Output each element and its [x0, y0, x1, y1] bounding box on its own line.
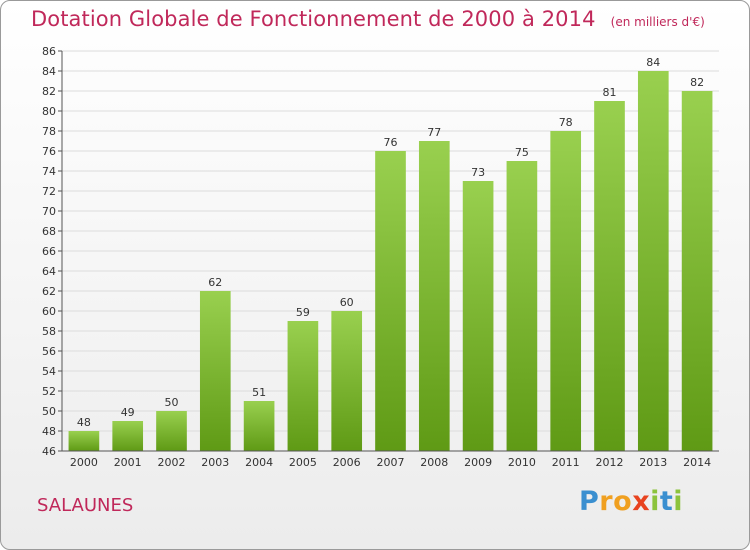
- x-tick-label: 2006: [333, 456, 361, 469]
- bar: [462, 181, 494, 451]
- y-tick-label: 80: [42, 105, 56, 118]
- bar-value-label: 76: [384, 136, 398, 149]
- x-tick-label: 2005: [289, 456, 317, 469]
- y-tick-label: 50: [42, 405, 56, 418]
- y-tick-label: 68: [42, 225, 56, 238]
- y-tick-label: 46: [42, 445, 56, 458]
- x-tick-label: 2014: [683, 456, 711, 469]
- chart-title: Dotation Globale de Fonctionnement de 20…: [31, 7, 596, 31]
- bar-value-label: 49: [121, 406, 135, 419]
- y-tick-label: 64: [42, 265, 56, 278]
- bar-value-label: 84: [646, 56, 660, 69]
- bar: [637, 71, 669, 451]
- x-tick-label: 2008: [420, 456, 448, 469]
- bar-value-label: 78: [559, 116, 573, 129]
- logo-letter: x: [632, 486, 651, 517]
- y-tick-label: 60: [42, 305, 56, 318]
- x-tick-label: 2009: [464, 456, 492, 469]
- y-axis: 46 48 50 52 54 56 58 60 62 64 66 68 70 72 74 76 78 80 82 84…: [42, 45, 63, 458]
- y-tick-label: 62: [42, 285, 56, 298]
- bar-value-label: 81: [603, 86, 617, 99]
- x-axis: 2000 2001 2002 2003 2004 2005 2006 2007 2008 2009…: [62, 450, 719, 469]
- y-tick-label: 78: [42, 125, 56, 138]
- bar-value-label: 77: [427, 126, 441, 139]
- bar-value-label: 59: [296, 306, 310, 319]
- bar: [243, 401, 275, 451]
- y-tick-label: 76: [42, 145, 56, 158]
- bar: [594, 101, 625, 451]
- y-tick-label: 52: [42, 385, 56, 398]
- y-tick-label: 84: [42, 65, 56, 78]
- bar-value-label: 50: [165, 396, 179, 409]
- bar: [506, 161, 538, 451]
- proxiti-logo: Proxiti: [579, 486, 683, 517]
- bar-value-label: 82: [690, 76, 704, 89]
- y-tick-label: 58: [42, 325, 56, 338]
- logo-letter: r: [599, 486, 614, 517]
- x-tick-label: 2002: [158, 456, 186, 469]
- y-tick-label: 66: [42, 245, 56, 258]
- commune-name: SALAUNES: [37, 495, 134, 516]
- x-tick-label: 2003: [201, 456, 229, 469]
- bar-value-label: 62: [208, 276, 222, 289]
- bar: [681, 91, 713, 451]
- bar: [199, 291, 231, 451]
- bar: [287, 321, 319, 451]
- y-tick-label: 54: [42, 365, 56, 378]
- bar-value-label: 73: [471, 166, 485, 179]
- bar: [418, 141, 450, 451]
- bar: [550, 131, 582, 451]
- x-tick-label: 2010: [508, 456, 536, 469]
- x-tick-label: 2000: [70, 456, 98, 469]
- bar-value-label: 51: [252, 386, 266, 399]
- y-tick-label: 74: [42, 165, 56, 178]
- x-tick-label: 2007: [377, 456, 405, 469]
- x-tick-label: 2013: [639, 456, 667, 469]
- x-tick-label: 2011: [552, 456, 580, 469]
- y-tick-label: 86: [42, 45, 56, 58]
- bar: [331, 311, 363, 451]
- x-tick-label: 2001: [114, 456, 142, 469]
- title-row: Dotation Globale de Fonctionnement de 20…: [31, 7, 705, 31]
- chart-unit: (en milliers d'€): [610, 15, 705, 29]
- y-tick-label: 72: [42, 185, 56, 198]
- y-tick-label: 56: [42, 345, 56, 358]
- logo-letter: i: [650, 486, 660, 517]
- bar: [112, 421, 144, 451]
- bar: [68, 431, 100, 451]
- logo-letter: t: [659, 486, 674, 517]
- x-tick-label: 2012: [596, 456, 624, 469]
- logo-letter: P: [579, 486, 600, 517]
- y-tick-label: 82: [42, 85, 56, 98]
- bars: 48 49 50 62 51 59 60 76 77 73 75 78 81 84 82: [68, 56, 713, 451]
- bar-value-label: 60: [340, 296, 354, 309]
- logo-letter: o: [613, 486, 633, 517]
- bar: [375, 151, 406, 451]
- logo-letter: i: [673, 486, 684, 517]
- y-tick-label: 48: [42, 425, 56, 438]
- x-tick-label: 2004: [245, 456, 273, 469]
- bar: [156, 411, 187, 451]
- bar-value-label: 75: [515, 146, 529, 159]
- y-tick-label: 70: [42, 205, 56, 218]
- bar-value-label: 48: [77, 416, 91, 429]
